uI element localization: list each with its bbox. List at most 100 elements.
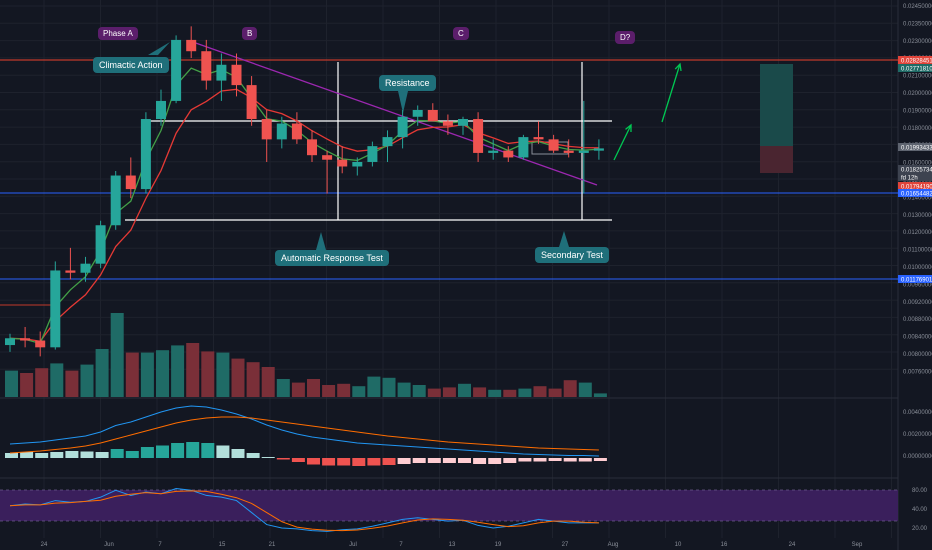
candle-body (518, 137, 529, 158)
price-tag-label: fd 12h (901, 175, 918, 181)
volume-bar (473, 387, 487, 397)
macd-histogram-bar (216, 445, 230, 458)
stop-box (760, 146, 793, 173)
price-tick-label: 0.01300000 (903, 213, 932, 219)
time-tick-label: 24 (41, 542, 48, 548)
up-arrow-2-head (674, 62, 682, 72)
rsi-pane (0, 488, 898, 532)
volume-bar (110, 313, 124, 397)
price-tick-label: 0.01000000 (903, 265, 932, 271)
time-tick-label: Sep (852, 542, 863, 548)
macd-histogram-bar (382, 458, 396, 465)
candle-body (140, 119, 151, 190)
candle-body (503, 150, 514, 158)
candle-body (337, 159, 348, 167)
macd-histogram-bar (488, 458, 502, 464)
target-box (760, 64, 793, 146)
macd-histogram-bar (397, 458, 411, 464)
time-tick-label: 7 (158, 542, 162, 548)
price-tag (898, 64, 932, 72)
candle-body (578, 150, 589, 153)
volume-bar (458, 383, 471, 397)
macd-histogram-bar (65, 451, 79, 458)
volume-bar (488, 389, 502, 397)
price-tick-label: 0.01900000 (903, 108, 932, 114)
candle-body (473, 119, 484, 153)
rsi-tick-label: 20.00 (912, 526, 928, 532)
price-tag-label: 0.01176901 (901, 277, 932, 283)
macd-histogram-bar (5, 453, 18, 458)
macd-histogram-bar (593, 458, 607, 461)
up-arrow-1 (613, 124, 632, 161)
macd-histogram-bar (186, 442, 200, 458)
time-tick-label: 21 (269, 542, 276, 548)
rsi-band (0, 490, 898, 521)
candle-body (261, 119, 272, 140)
candle-body (548, 139, 559, 151)
macd-histogram-bar (140, 447, 154, 458)
macd-histogram-bar (578, 458, 592, 462)
price-tag (898, 173, 932, 181)
candle-body (307, 139, 317, 156)
macd-signal-line (9, 416, 599, 454)
macd-histogram-bar (518, 458, 532, 462)
candle-body (276, 123, 287, 140)
price-tag (898, 165, 932, 173)
macd-tick-label: 0.00200000 (903, 432, 932, 438)
volume-bar (533, 386, 547, 397)
volume-bar (337, 383, 351, 397)
time-tick-label: 24 (789, 542, 796, 548)
macd-histogram-bar (110, 449, 124, 458)
price-tag-label: 0.01654482 (901, 191, 932, 197)
automatic-response-pointer (316, 232, 326, 250)
volume-bar (246, 362, 260, 397)
candle-body (382, 137, 393, 147)
price-tick-label: 0.01400000 (903, 195, 932, 201)
price-tag (898, 189, 932, 197)
volume-bar (548, 388, 562, 397)
candles (5, 26, 604, 357)
macd-histogram-bar (261, 457, 275, 458)
volume-bar (578, 382, 592, 397)
volume-bar (261, 367, 275, 397)
macd-histogram-bar (156, 445, 169, 458)
candle-body (5, 338, 15, 346)
candle-body (156, 100, 166, 120)
candle-body (352, 161, 363, 167)
volume-bar (382, 377, 396, 397)
volume-bar (5, 370, 18, 397)
time-tick-label: 15 (219, 542, 226, 548)
resistance-pointer (398, 91, 408, 113)
rsi-tick-label: 40.00 (912, 507, 928, 513)
secondary-test-pointer (559, 231, 569, 247)
volume-bar (95, 349, 109, 397)
candle-body (488, 150, 499, 153)
candle-body (125, 175, 136, 190)
macd-histogram-bar (276, 458, 290, 460)
grid (0, 0, 899, 550)
macd-histogram-bar (322, 458, 336, 466)
volume-bar (216, 352, 230, 397)
volume-bar (35, 368, 49, 397)
volume-bar (186, 343, 200, 397)
macd-histogram-bar (80, 451, 94, 458)
automatic-response-test-label: Automatic Response Test (275, 250, 389, 266)
time-axis: 24 Jun 7 15 21 Jul 7 13 19 27 Aug 10 16 24 Sep (41, 542, 863, 548)
time-tick-label: 13 (449, 542, 456, 548)
candle-body (201, 51, 212, 81)
volume-bar (50, 363, 64, 397)
volume-bar (201, 351, 215, 397)
price-tag (898, 56, 932, 64)
price-tick-label: 0.02350000 (903, 21, 932, 27)
candle-body (367, 146, 378, 162)
volume-bar (307, 379, 320, 397)
macd-histogram-bar (458, 458, 471, 463)
phase-d-label: D? (615, 31, 636, 44)
candle-body (65, 270, 76, 273)
volume-bar (140, 352, 154, 397)
volume-bar (291, 382, 305, 397)
candle-body (442, 121, 453, 126)
time-tick-label: 27 (562, 542, 569, 548)
candle-body (35, 340, 46, 348)
